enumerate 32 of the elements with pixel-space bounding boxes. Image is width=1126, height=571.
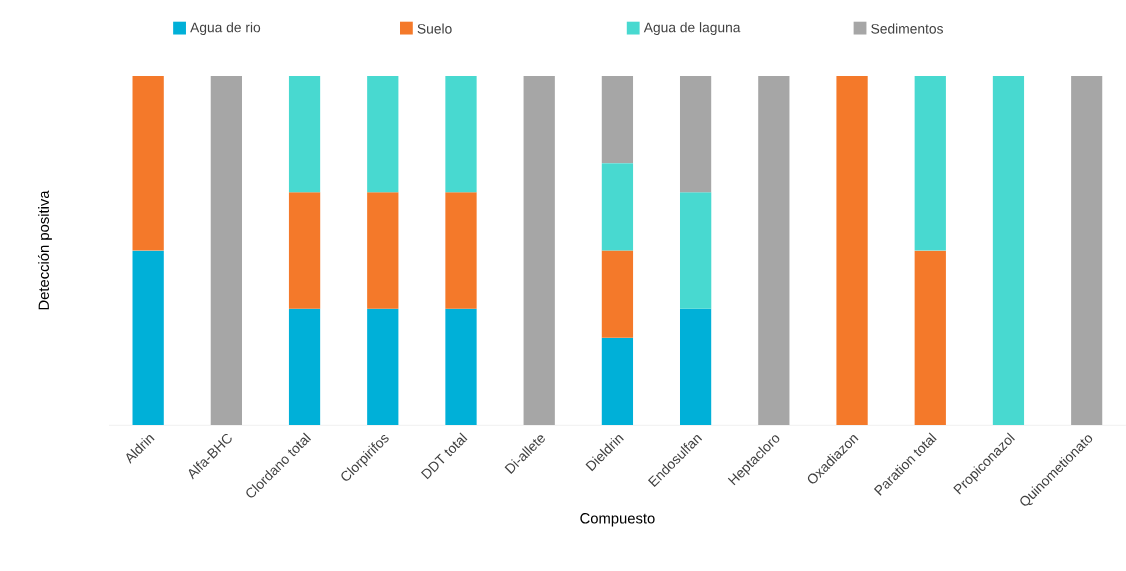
bar [367, 75, 399, 193]
bar [1071, 75, 1103, 426]
bar [132, 75, 164, 251]
bar [914, 250, 946, 426]
x-axis-title: Compuesto [580, 513, 655, 527]
bar [758, 75, 790, 426]
bar [601, 163, 634, 251]
bar [836, 75, 868, 426]
bar [132, 250, 164, 426]
bar [445, 308, 477, 426]
bar [992, 75, 1025, 426]
bar [680, 75, 712, 193]
y-axis-title: Detección positiva [37, 190, 52, 310]
bar [288, 308, 321, 426]
bar [210, 75, 243, 426]
legend-label: Suelo [417, 23, 452, 34]
bar [680, 192, 712, 309]
bar [288, 192, 321, 309]
bar [445, 192, 477, 309]
legend-label: Agua de laguna [643, 22, 741, 36]
bar [523, 75, 555, 426]
bar [914, 75, 946, 251]
bar [288, 75, 321, 193]
bar [367, 192, 399, 309]
bar [680, 308, 712, 426]
bar [445, 75, 477, 193]
legend-label: Agua de rio [190, 22, 261, 36]
bar [601, 337, 634, 426]
bar [367, 308, 399, 426]
bar [601, 250, 634, 338]
bar [601, 75, 634, 164]
legend-label: Sedimentos [871, 23, 943, 34]
